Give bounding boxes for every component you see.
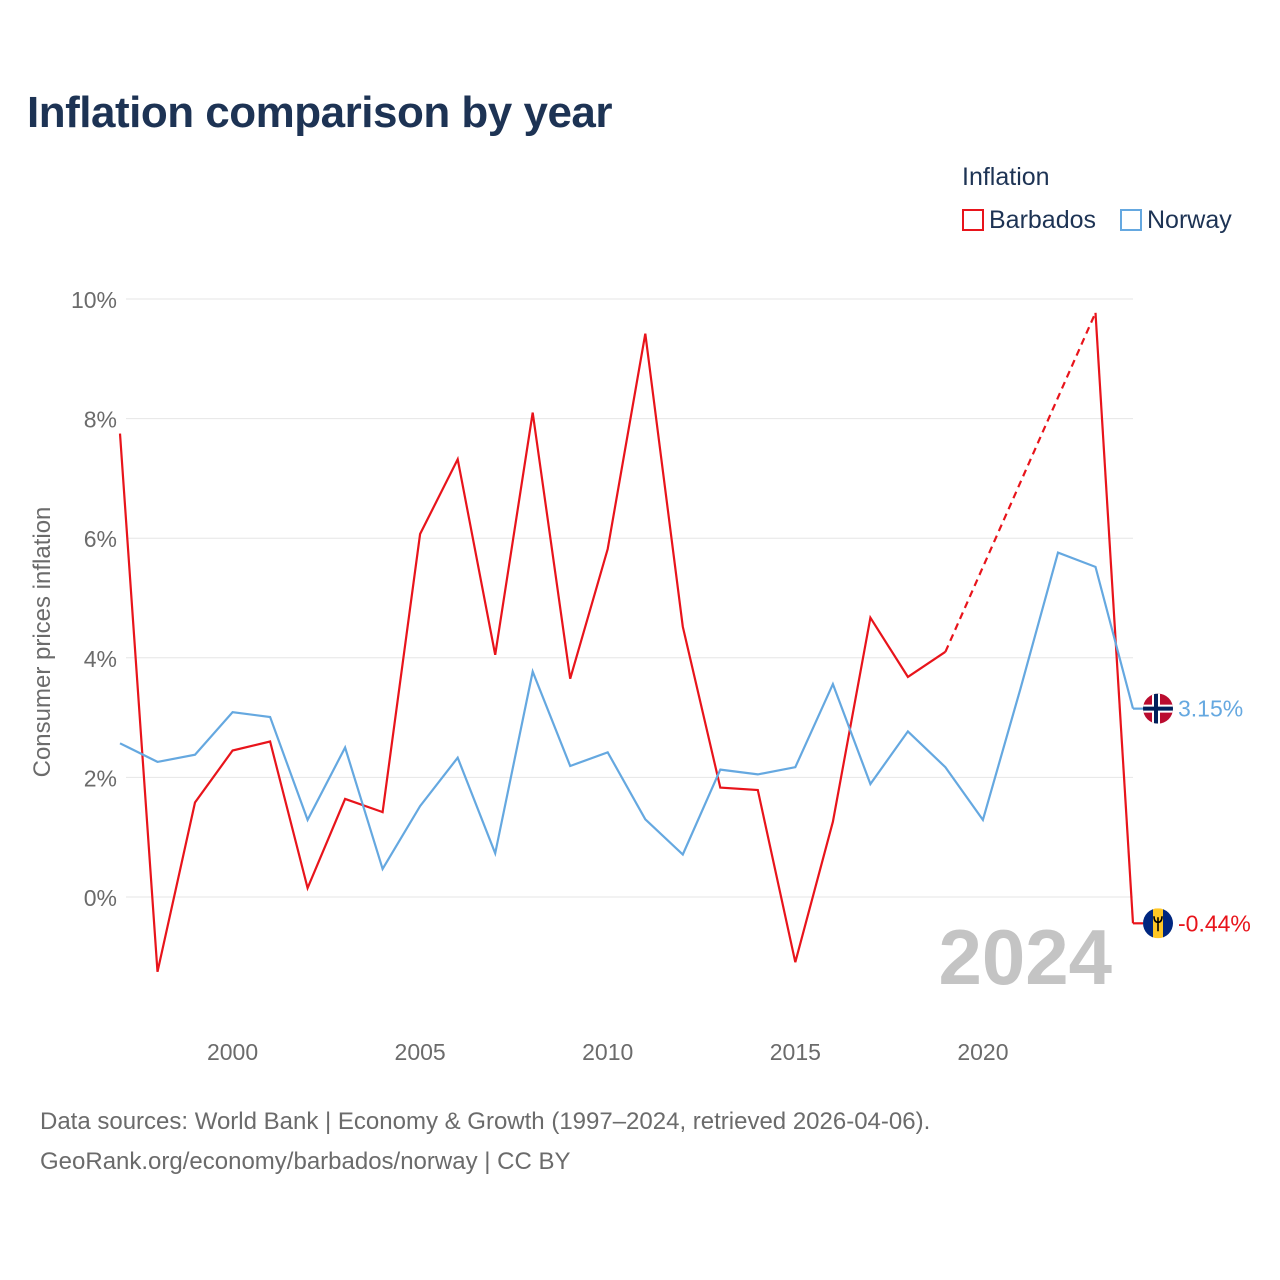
y-tick-label: 8% (84, 407, 117, 433)
x-tick-label: 2020 (957, 1039, 1008, 1065)
y-tick-label: 6% (84, 526, 117, 552)
footer-attribution: GeoRank.org/economy/barbados/norway | CC… (40, 1148, 571, 1175)
series-line-barbados (118, 333, 947, 973)
legend-swatch-barbados (962, 209, 984, 231)
x-tick-label: 2010 (582, 1039, 633, 1065)
legend-item-barbados[interactable]: Barbados (962, 205, 1096, 235)
series-gap-line-barbados (944, 312, 1097, 653)
y-tick-label: 0% (84, 885, 117, 911)
x-tick-label: 2015 (770, 1039, 821, 1065)
y-tick-label: 4% (84, 646, 117, 672)
legend-title: Inflation (962, 163, 1050, 191)
legend-item-norway[interactable]: Norway (1120, 205, 1232, 235)
legend-swatch-norway (1120, 209, 1142, 231)
y-tick-label: 2% (84, 765, 117, 791)
chart-title: Inflation comparison by year (27, 88, 613, 137)
footer-source: Data sources: World Bank | Economy & Gro… (40, 1108, 931, 1135)
year-watermark: 2024 (938, 913, 1112, 1001)
x-tick-label: 2000 (207, 1039, 258, 1065)
norway-flag-icon (1143, 693, 1173, 724)
end-value-label-norway: 3.15% (1178, 696, 1243, 722)
legend-label-barbados: Barbados (989, 205, 1097, 234)
barbados-flag-icon (1143, 908, 1173, 939)
series-line-norway (119, 551, 1135, 872)
x-tick-label: 2005 (395, 1039, 446, 1065)
y-axis-title: Consumer prices inflation (29, 507, 56, 778)
end-value-label-barbados: -0.44% (1178, 910, 1251, 936)
y-tick-label: 10% (71, 287, 117, 313)
series-line-barbados (1094, 312, 1135, 924)
legend-label-norway: Norway (1147, 205, 1232, 234)
